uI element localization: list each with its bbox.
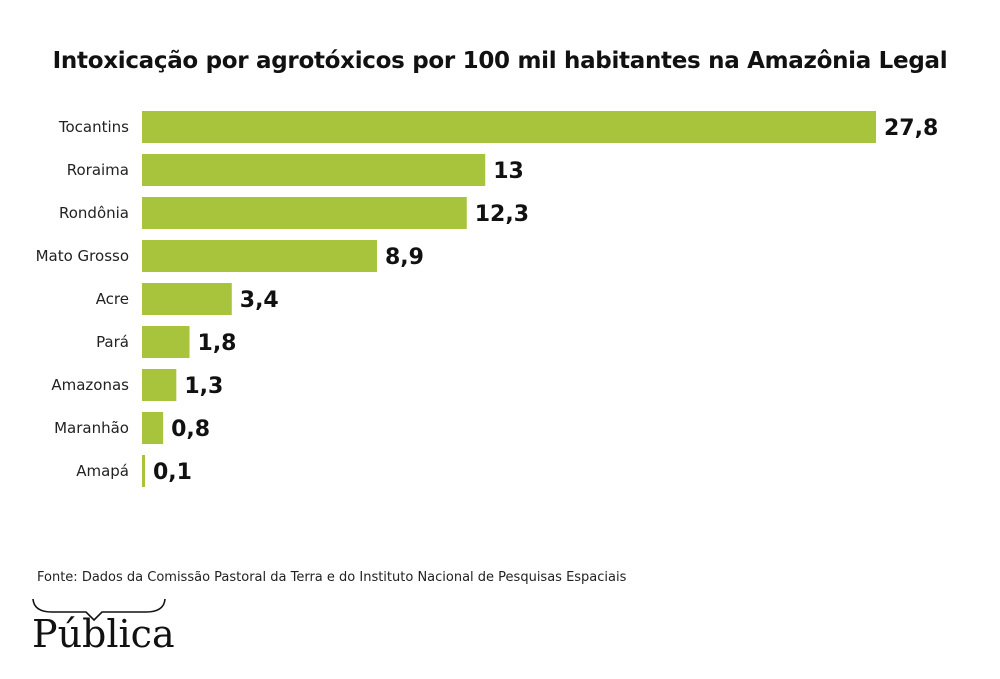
category-label: Pará [96, 333, 129, 351]
value-label: 27,8 [884, 116, 938, 141]
bar [142, 154, 486, 186]
category-label: Mato Grosso [36, 247, 129, 265]
bar-chart: Tocantins 27,8 Roraima 13 Rondônia 12,3 Mato G… [36, 111, 938, 487]
value-label: 3,4 [240, 288, 279, 313]
value-label: 13 [493, 159, 524, 184]
value-label: 12,3 [475, 202, 529, 227]
bar [142, 240, 377, 272]
publica-logo: Pública [30, 598, 180, 668]
value-label: 1,8 [198, 331, 237, 356]
bar [142, 412, 164, 444]
value-label: 0,8 [171, 417, 210, 442]
chart-title: Intoxicação por agrotóxicos por 100 mil … [52, 48, 948, 74]
bar [142, 111, 876, 143]
value-label: 0,1 [153, 460, 192, 485]
bar [142, 283, 232, 315]
category-label: Amapá [76, 462, 129, 480]
category-label: Maranhão [54, 419, 129, 437]
speech-bracket-icon [32, 598, 166, 622]
value-label: 1,3 [184, 374, 223, 399]
category-label: Tocantins [58, 118, 129, 136]
category-label: Roraima [67, 161, 129, 179]
category-label: Amazonas [51, 376, 129, 394]
bar [142, 326, 190, 358]
bar [142, 455, 145, 487]
bar [142, 197, 467, 229]
logo-text: Pública [32, 612, 175, 656]
category-label: Acre [96, 290, 129, 308]
value-label: 8,9 [385, 245, 424, 270]
bar [142, 369, 177, 401]
source-note: Fonte: Dados da Comissão Pastoral da Ter… [37, 570, 627, 585]
category-label: Rondônia [59, 204, 129, 222]
